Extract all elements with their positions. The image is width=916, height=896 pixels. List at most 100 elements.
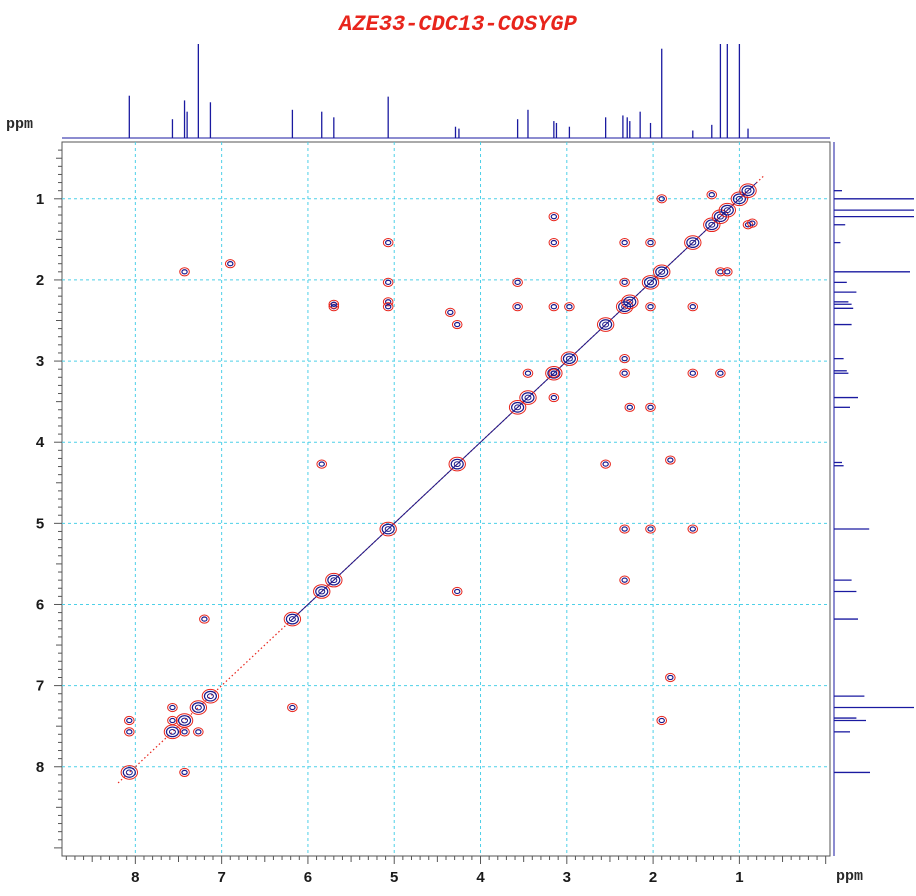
cross-peak-outer: [179, 267, 190, 277]
diagonal-peak: [122, 767, 136, 778]
diagonal-peak: [315, 586, 329, 597]
cross-peak: [201, 616, 208, 622]
diagonal-peak: [720, 204, 734, 216]
cross-peak-outer: [382, 297, 394, 307]
diagonal-peak: [562, 353, 576, 365]
cross-peak: [181, 729, 188, 735]
cross-peak: [621, 526, 628, 532]
diagonal-peak-inner: [514, 404, 522, 411]
chart-title: AZE33-CDC13-COSYGP: [339, 12, 577, 37]
y-tick-label: 8: [36, 759, 44, 776]
y-tick-label: 2: [36, 272, 44, 289]
cross-peak: [689, 526, 696, 532]
diagonal-peak-inner: [626, 298, 634, 305]
diagonal-peak-inner: [330, 577, 338, 584]
cross-peak-outer: [548, 212, 560, 222]
cross-peak-outer: [619, 238, 630, 248]
x-tick-label: 3: [563, 869, 571, 886]
diagonal-peak-outer: [313, 584, 331, 599]
cross-peak-outer: [645, 302, 656, 312]
diagonal-peak-inner: [647, 279, 655, 286]
cross-peak: [621, 577, 628, 583]
cross-peak-outer: [328, 299, 340, 309]
cross-peak: [169, 704, 176, 711]
cross-peak: [658, 717, 665, 724]
cross-peak: [169, 717, 176, 724]
diagonal-peak: [203, 690, 218, 702]
diagonal-peak-outer: [283, 611, 302, 627]
cross-peak-outer: [512, 277, 523, 287]
cross-peak: [384, 239, 392, 246]
cross-peak: [181, 269, 188, 275]
cross-peak-outer: [179, 727, 190, 737]
x-tick-label: 5: [390, 869, 398, 886]
diagonal-peak: [191, 702, 205, 713]
diagonal-peak-outer: [189, 700, 208, 715]
diagonal-peak-outer: [325, 572, 343, 588]
cross-peak-outer: [512, 302, 523, 312]
diagonal-peak-outer: [448, 456, 466, 472]
cross-peak: [384, 299, 392, 305]
diagonal-peak-outer: [596, 317, 615, 332]
cross-peak-outer: [687, 302, 699, 312]
diagonal-peak-inner: [125, 769, 133, 776]
y-tick-label: 7: [36, 678, 44, 695]
cross-peak-outer: [619, 277, 630, 287]
diagonal-peak-inner: [735, 195, 743, 202]
cross-peak: [550, 304, 558, 310]
cross-peak: [724, 269, 731, 275]
cross-peak-outer: [382, 277, 394, 287]
diagonal-peak-outer: [201, 688, 220, 704]
cross-peak: [749, 220, 756, 226]
cross-peak: [524, 370, 532, 376]
cross-peak: [647, 239, 654, 246]
cross-peak-outer: [665, 455, 676, 465]
cross-peak-outer: [687, 368, 699, 378]
diagonal-peak: [686, 237, 700, 249]
cross-peak: [550, 239, 558, 246]
cross-peak-outer: [382, 302, 394, 312]
cross-peak-outer: [287, 702, 298, 713]
diagonal-peak-outer: [739, 183, 757, 198]
cross-peak-outer: [706, 190, 718, 200]
diagonal-peak-outer: [730, 191, 749, 207]
cross-peak: [647, 526, 654, 532]
cross-peak: [621, 279, 628, 286]
diagonal-peak-outer: [379, 521, 397, 537]
cross-peak-outer: [445, 307, 456, 317]
cross-peak-outer: [645, 238, 656, 248]
diagonal-peak-inner: [206, 693, 214, 700]
diagonal-peak: [285, 613, 299, 625]
diagonal-peak-inner: [181, 717, 189, 724]
cross-peak-outer: [564, 302, 575, 312]
cross-peak: [126, 729, 133, 735]
diagonal-peak-outer: [120, 765, 139, 780]
cross-peak: [550, 394, 558, 401]
cross-peak-outer: [624, 402, 636, 412]
cross-peak-outer: [747, 218, 758, 228]
diagonal-peak-inner: [194, 704, 202, 711]
cross-peak-outer: [619, 368, 630, 378]
cross-peak-outer: [124, 715, 135, 726]
cross-peak-outer: [167, 702, 178, 713]
diagonal-peak-inner: [708, 221, 716, 228]
cross-peak: [384, 279, 392, 286]
diagonal-peak-inner: [288, 616, 296, 622]
top-axis-ppm-label: ppm: [6, 116, 34, 133]
cross-peak-outer: [167, 715, 178, 726]
diagonal-peak-inner: [565, 355, 573, 362]
y-tick-label: 6: [36, 596, 44, 613]
x-tick-label: 6: [304, 869, 312, 886]
cross-peak: [384, 304, 392, 310]
diagonal-peak-outer: [703, 217, 721, 233]
cross-peak: [447, 309, 454, 316]
diagonal-peak-outer: [621, 294, 639, 310]
x-tick-label: 7: [217, 869, 225, 886]
cross-peak-outer: [316, 459, 328, 469]
cross-peak: [667, 457, 674, 463]
cross-peak: [658, 196, 665, 202]
diagonal-peak-inner: [453, 461, 461, 468]
x-tick-label: 1: [735, 869, 743, 886]
cross-peak-outer: [665, 672, 676, 683]
cross-peak: [667, 674, 674, 681]
